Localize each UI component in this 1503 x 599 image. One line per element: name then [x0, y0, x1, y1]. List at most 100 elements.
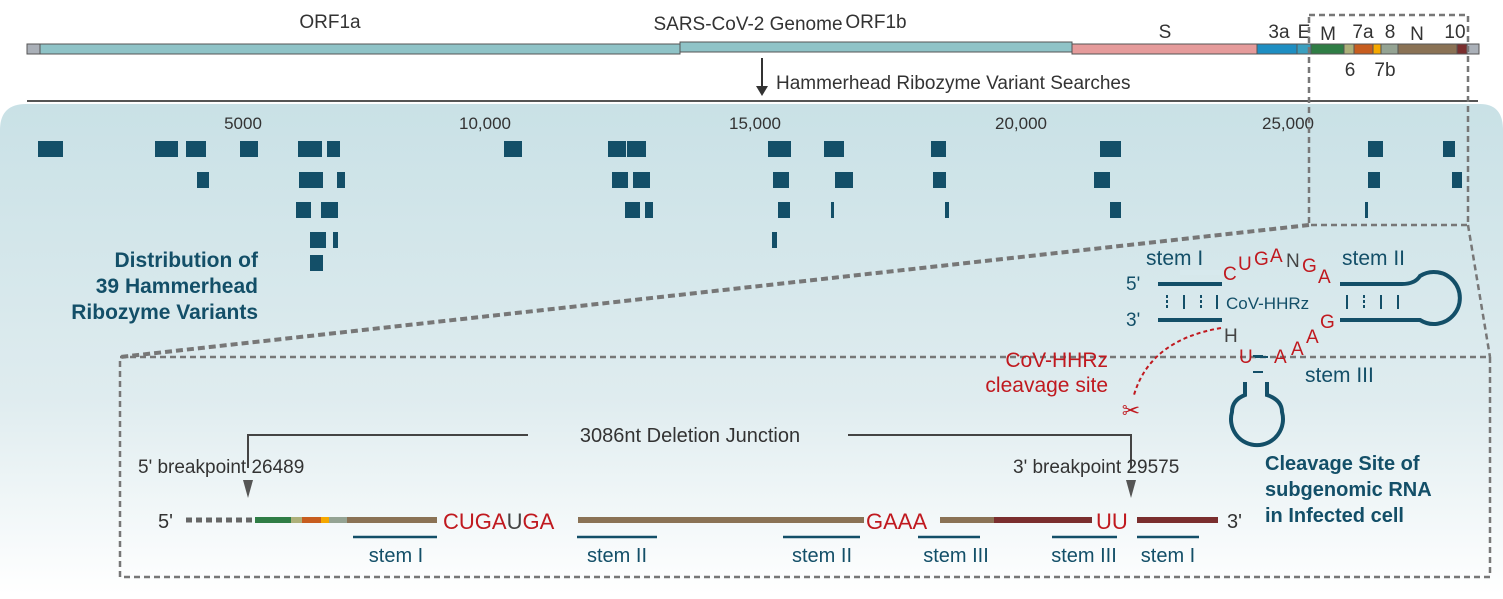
- variant-block: [1365, 202, 1368, 218]
- gene-label: N: [1410, 24, 1424, 45]
- three-prime-label: 3': [1126, 310, 1140, 331]
- junction-label: 3086nt Deletion Junction: [580, 425, 800, 447]
- variant-block: [337, 172, 345, 188]
- variant-block: [831, 202, 834, 218]
- variant-block: [1110, 202, 1121, 218]
- variant-block: [1443, 141, 1455, 157]
- variant-block: [327, 141, 340, 157]
- gene-label: 10: [1444, 22, 1465, 43]
- detail-box: [118, 355, 1492, 579]
- variant-block: [835, 172, 853, 188]
- stem2-loop: [1340, 270, 1462, 326]
- five-prime-label: 5': [1126, 274, 1140, 295]
- gene-label: ORF1a: [299, 12, 361, 33]
- variant-block: [645, 202, 653, 218]
- gene-label: 7b: [1374, 60, 1395, 81]
- variant-block: [1094, 172, 1110, 188]
- variant-block: [310, 232, 326, 248]
- nucleotide: U: [1239, 347, 1253, 368]
- right-breakpoint-marker: [1126, 480, 1136, 498]
- mask: [1180, 270, 1222, 275]
- genome-title: SARS-CoV-2 Genome: [653, 14, 842, 35]
- caption-line: subgenomic RNA: [1265, 479, 1432, 501]
- gene-label: ORF1b: [845, 12, 906, 33]
- gene-3a: [1256, 43, 1298, 55]
- search-label: Hammerhead Ribozyme Variant Searches: [776, 73, 1130, 94]
- nucleotide: A: [1318, 267, 1331, 288]
- zoom-connector-right: [1466, 224, 1492, 358]
- nucleotide: G: [1302, 256, 1317, 277]
- stem-label: stem I: [369, 545, 423, 567]
- gene-label: M: [1320, 24, 1336, 45]
- motif-cuga: CUGAUGA: [443, 509, 555, 534]
- motif-uu: UU: [1096, 509, 1128, 534]
- zoom-box: [1307, 13, 1470, 227]
- variant-block: [824, 141, 844, 157]
- variant-block: [772, 232, 777, 248]
- gene-label: 8: [1385, 22, 1396, 43]
- stem2-label: stem II: [1342, 247, 1405, 270]
- gene-n: [1397, 43, 1458, 55]
- core-top-nucleotides: C U G A N G A: [1223, 246, 1331, 288]
- axis-tick-label: 15,000: [729, 114, 781, 133]
- ribozyme-name: CoV-HHRz: [1226, 294, 1309, 313]
- cleavage-label-line: CoV-HHRz: [1005, 349, 1108, 372]
- variant-block: [633, 172, 650, 188]
- variant-block: [778, 202, 790, 218]
- gene-label: S: [1159, 22, 1172, 43]
- variant-block: [945, 202, 949, 218]
- nucleotide: A: [1306, 327, 1319, 348]
- gene-label: 3a: [1268, 22, 1290, 43]
- gene-10: [1456, 43, 1468, 55]
- nucleotide: C: [1223, 264, 1237, 285]
- rna-segment: [994, 517, 1092, 523]
- variant-block: [1452, 172, 1462, 188]
- variant-block: [608, 141, 626, 157]
- variant-block: [768, 141, 791, 157]
- cleavage-arrow: [1133, 327, 1222, 396]
- rna-segment: [578, 517, 864, 523]
- gene-s: [1071, 43, 1258, 55]
- variant-distribution: [38, 141, 1462, 271]
- gene-orf1b: [679, 41, 1073, 53]
- scissors-icon: ✂: [1122, 398, 1140, 423]
- distribution-title-line: Distribution of: [115, 249, 259, 272]
- caption-line: Cleavage Site of: [1265, 453, 1420, 475]
- genome-utr: [26, 43, 41, 55]
- background-panel: [0, 104, 1503, 594]
- variant-block: [186, 141, 206, 157]
- gene-7a: [1353, 43, 1374, 55]
- nucleotide: G: [1254, 249, 1269, 270]
- axis-tick-label: 25,000: [1262, 114, 1314, 133]
- stem-label: stem II: [587, 545, 647, 567]
- variant-block: [1368, 141, 1383, 157]
- five-prime-label: 5': [158, 511, 173, 533]
- variant-block: [321, 202, 338, 218]
- axis-tick-label: 5000: [224, 114, 262, 133]
- nucleotide: A: [1270, 246, 1283, 267]
- rna-segment: [940, 517, 994, 523]
- motif-gaaa: GAAA: [866, 509, 927, 534]
- variant-block: [197, 172, 209, 188]
- axis-tick-label: 10,000: [459, 114, 511, 133]
- gene-label: 6: [1345, 60, 1356, 81]
- left-breakpoint-marker: [243, 480, 253, 498]
- cleavage-label-line: cleavage site: [985, 374, 1108, 397]
- stem1-label: stem I: [1146, 247, 1203, 270]
- variant-block: [155, 141, 178, 157]
- variant-block: [1368, 172, 1380, 188]
- stem1-base-pairs: [1166, 295, 1399, 309]
- three-prime-label: 3': [1227, 511, 1242, 533]
- ribozyme-structure: stem I stem II stem III 5' 3' CoV-HHRz C…: [985, 246, 1462, 448]
- stem3-loop: [1229, 382, 1285, 448]
- nucleotide: G: [1320, 312, 1335, 333]
- variant-block: [933, 172, 946, 188]
- gene-m: [1310, 43, 1345, 55]
- gene-label: E: [1298, 22, 1311, 43]
- gene-orf1a: [39, 43, 681, 55]
- caption-line: in Infected cell: [1265, 505, 1404, 527]
- core-bottom-nucleotides: H U A A A G: [1224, 312, 1335, 368]
- variant-block: [296, 202, 311, 218]
- arrow-head-icon: [756, 86, 768, 96]
- variant-block: [773, 172, 789, 188]
